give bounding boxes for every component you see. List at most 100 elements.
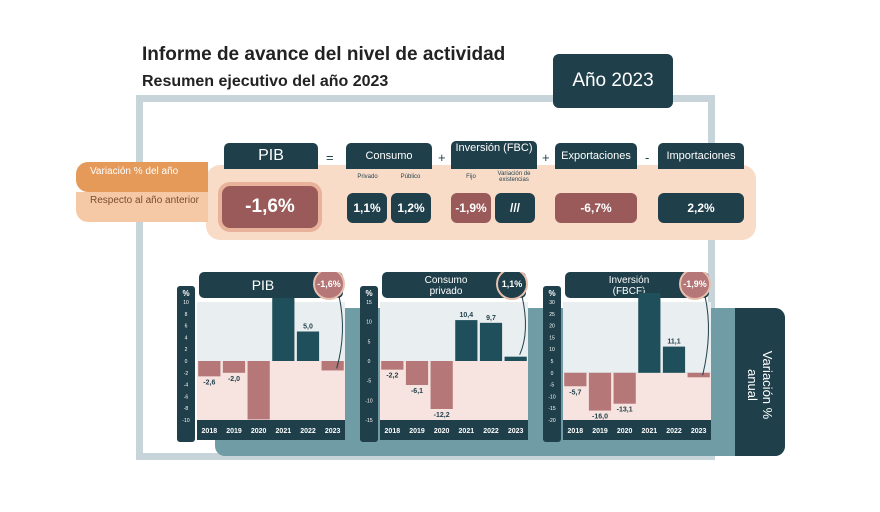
bar: [455, 320, 478, 361]
y-tick-label: -8: [184, 406, 189, 412]
chart-title: Inversión (FBCF): [609, 275, 650, 297]
frame-border: [136, 95, 553, 102]
frame-border: [136, 453, 715, 460]
bar: [381, 361, 404, 370]
chart-title-bg: [565, 272, 709, 298]
data-label: -16,0: [592, 414, 608, 421]
data-label: 9,7: [486, 315, 496, 322]
highlight-bubble: [313, 272, 345, 300]
bar: [504, 356, 527, 361]
y-tick-label: 2: [185, 347, 188, 353]
data-label: -9,9: [253, 422, 265, 429]
bar: [687, 372, 710, 378]
pib-value: -1,6%: [222, 186, 318, 228]
report-title: Informe de avance del nivel de actividad: [142, 44, 506, 65]
data-label: -12,2: [434, 412, 450, 419]
y-tick-label: -5: [550, 383, 555, 389]
bar: [662, 346, 686, 373]
data-label: 33,8: [643, 285, 657, 292]
report-subtitle: Resumen ejecutivo del año 2023: [142, 73, 389, 90]
bar: [479, 322, 503, 361]
y-tick-label: -15: [548, 406, 555, 412]
x-tick-label: 2019: [409, 428, 425, 435]
data-label: 10,7: [277, 290, 291, 297]
highlight-connector: [519, 295, 526, 355]
chart-consumo-privado: Consumo privado% 15 10 5 0 -5 -10 -15 -2,2 2018 -6,…: [360, 272, 535, 442]
y-tick-label: 0: [185, 359, 188, 365]
y-tick-label: -5: [367, 379, 372, 385]
chart-title: PIB: [252, 277, 275, 293]
bar: [272, 297, 295, 361]
bar: [247, 361, 270, 420]
y-axis-strip: [543, 286, 561, 442]
highlight-bubble: [679, 272, 711, 300]
chart-title: Consumo privado: [425, 275, 468, 297]
y-tick-label: 4: [185, 335, 188, 341]
y-tick-label: 8: [185, 312, 188, 318]
chart-inversion: Inversión (FBCF)% 30 25 20 15 10 5 0 -5 -10 -15 -20 -…: [543, 272, 718, 442]
consumo-privado-label: Privado: [357, 174, 378, 180]
y-tick-label: 5: [551, 359, 554, 365]
x-tick-label: 2018: [568, 428, 584, 435]
y-tick-label: -10: [182, 418, 189, 424]
y-tick-label: -4: [184, 383, 189, 389]
bar: [588, 372, 612, 411]
highlight-connector: [336, 295, 343, 369]
pib-header: PIB: [224, 143, 318, 169]
highlight-bubble: [496, 272, 528, 300]
y-tick-label: 5: [368, 339, 371, 345]
chart-title-line: privado: [430, 286, 463, 297]
bar: [564, 372, 587, 387]
y-tick-label: 25: [549, 312, 555, 318]
data-label: -13,1: [617, 407, 633, 414]
highlight-value: 1,1%: [502, 279, 523, 289]
year-badge: Año 2023: [553, 54, 673, 108]
plot-positive-area: [197, 302, 345, 361]
y-axis-unit: %: [182, 289, 189, 298]
y-tick-label: -10: [365, 398, 372, 404]
exportaciones-value: -6,7%: [555, 193, 637, 223]
y-axis-unit: %: [365, 289, 372, 298]
plus-operator: +: [438, 150, 446, 165]
y-axis-strip: [360, 286, 378, 442]
x-tick-label: 2020: [434, 428, 450, 435]
annual-tab: [735, 308, 785, 456]
x-tick-label: 2019: [226, 428, 242, 435]
plot-negative-area: [197, 361, 345, 420]
data-label: -5,7: [569, 389, 581, 396]
y-tick-label: 0: [368, 359, 371, 365]
highlight-value: -1,9%: [683, 279, 707, 289]
y-tick-label: 15: [549, 335, 555, 341]
y-tick-label: -6: [184, 394, 189, 400]
consumo-privado-value: 1,1%: [347, 193, 387, 223]
y-axis-strip: [177, 286, 195, 442]
x-tick-label: 2019: [592, 428, 608, 435]
x-tick-label: 2020: [617, 428, 633, 435]
x-tick-label: 2023: [691, 428, 707, 435]
x-tick-label: 2018: [202, 428, 218, 435]
highlight-value: -1,6%: [317, 279, 341, 289]
inversion-var-label: Variación de existencias: [497, 171, 531, 183]
bar: [405, 361, 429, 385]
bar: [198, 361, 221, 377]
bar: [296, 331, 320, 361]
consumo-publico-label: Público: [400, 174, 421, 180]
plus-operator: +: [542, 150, 550, 165]
frame-border: [136, 95, 143, 460]
y-tick-label: 20: [549, 324, 555, 330]
y-tick-label: 6: [185, 324, 188, 330]
y-tick-label: -2: [184, 371, 189, 377]
plot-negative-area: [563, 372, 711, 420]
x-axis-strip: [380, 420, 528, 440]
x-tick-label: 2022: [666, 428, 682, 435]
y-axis-unit: %: [548, 289, 555, 298]
data-label: 10,4: [460, 312, 474, 319]
importaciones-header: Importaciones: [658, 143, 744, 169]
inversion-fijo-label: Fijo: [466, 174, 476, 180]
x-tick-label: 2022: [300, 428, 316, 435]
y-tick-label: 30: [549, 300, 555, 306]
chart-title-bg: [382, 272, 526, 298]
y-tick-label: -10: [548, 394, 555, 400]
y-tick-label: 15: [366, 300, 372, 306]
y-tick-label: 0: [551, 371, 554, 377]
